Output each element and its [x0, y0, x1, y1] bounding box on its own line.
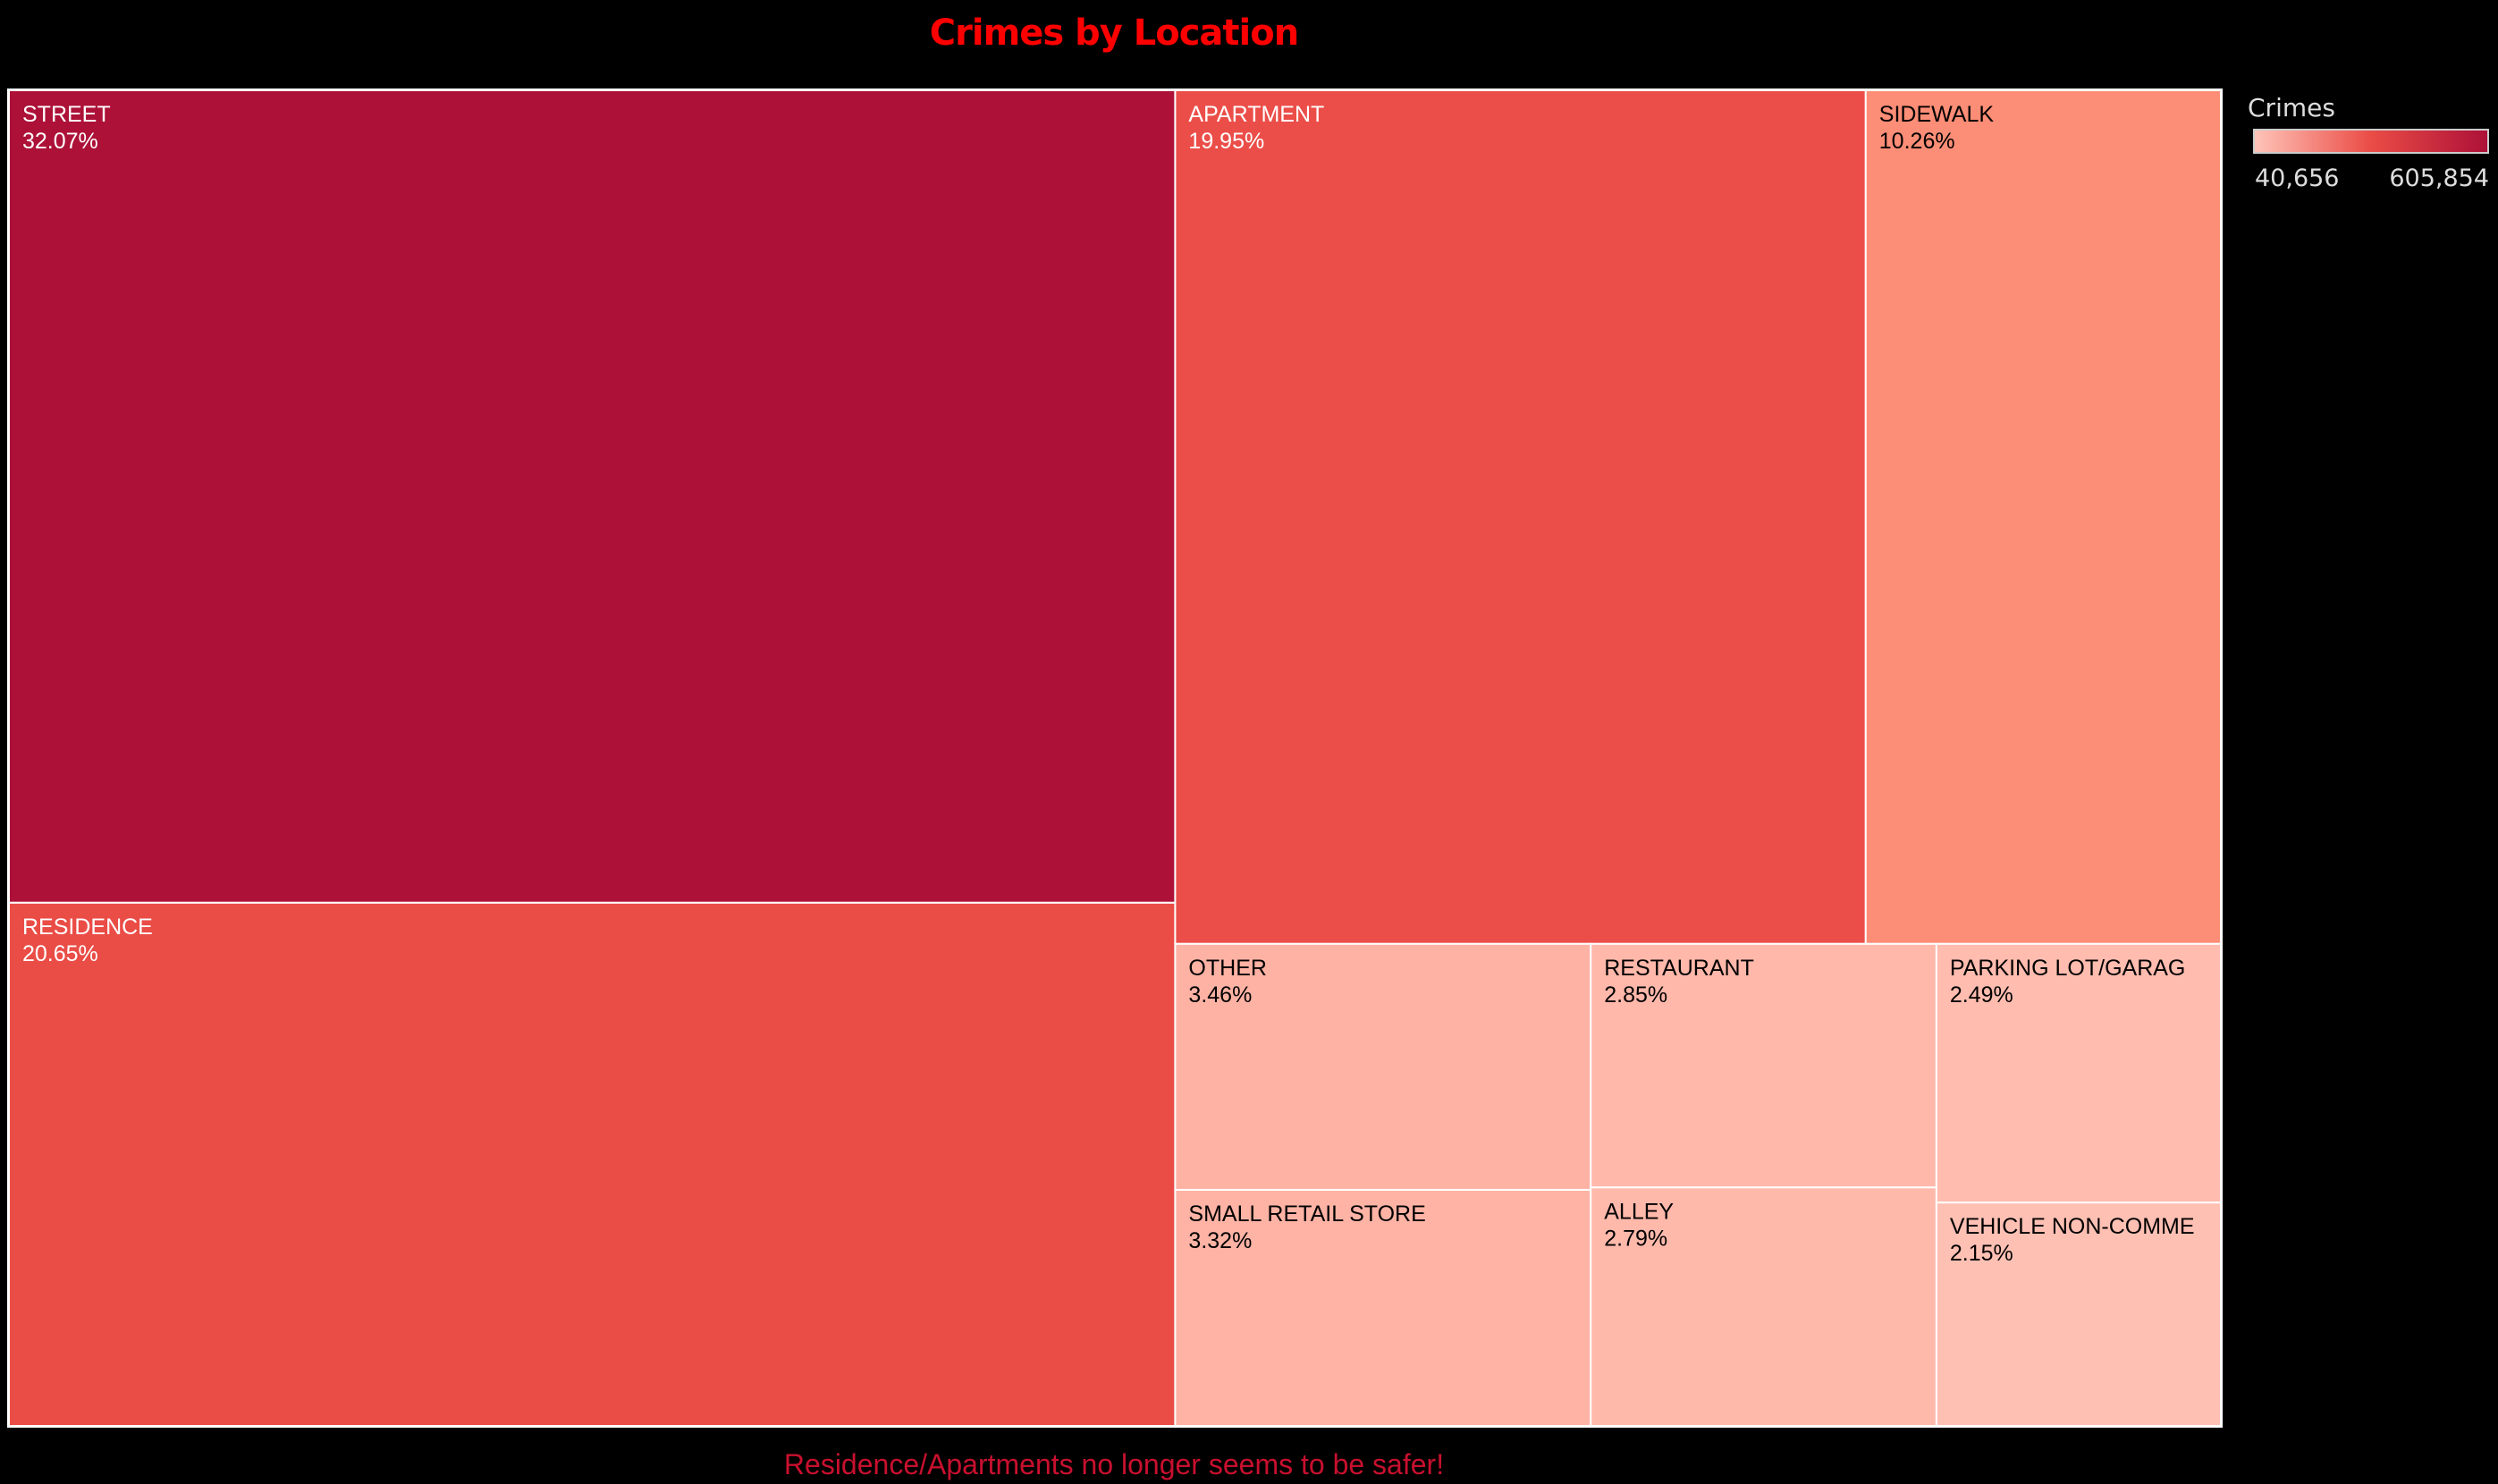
legend-max-label: 605,854	[2389, 164, 2489, 192]
tile-rect-apartment[interactable]	[1174, 89, 1867, 945]
tile-rect-vehicle-non-comme[interactable]	[1935, 1202, 2222, 1428]
tile-share-restaurant: 2.85%	[1604, 982, 1667, 1008]
chart-caption: Residence/Apartments no longer seems to …	[783, 1448, 1445, 1480]
tile-label-vehicle-non-comme: VEHICLE NON-COMME	[1950, 1214, 2195, 1239]
tile-label-street: STREET	[22, 102, 111, 127]
tile-label-residence: RESIDENCE	[22, 915, 153, 940]
tile-rect-alley[interactable]	[1590, 1186, 1937, 1428]
legend-min-label: 40,656	[2255, 164, 2340, 192]
tile-share-alley: 2.79%	[1604, 1226, 1667, 1251]
tile-share-residence: 20.65%	[22, 941, 98, 966]
legend-title: Crimes	[2248, 93, 2335, 122]
tile-share-small-retail-store: 3.32%	[1188, 1228, 1252, 1253]
tile-rect-street[interactable]	[8, 89, 1177, 904]
tile-label-parking-lot-garag: PARKING LOT/GARAG	[1950, 956, 2185, 981]
tile-rect-restaurant[interactable]	[1590, 942, 1937, 1189]
tile-label-small-retail-store: SMALL RETAIL STORE	[1188, 1202, 1425, 1227]
tile-rect-parking-lot-garag[interactable]	[1935, 942, 2222, 1204]
tile-share-apartment: 19.95%	[1188, 129, 1264, 154]
tile-label-other: OTHER	[1188, 956, 1267, 981]
tile-share-vehicle-non-comme: 2.15%	[1950, 1241, 2013, 1266]
tile-label-restaurant: RESTAURANT	[1604, 956, 1754, 981]
tile-label-sidewalk: SIDEWALK	[1879, 102, 1995, 127]
tile-label-alley: ALLEY	[1604, 1199, 1674, 1224]
chart-title: Crimes by Location	[929, 13, 1299, 54]
tile-share-other: 3.46%	[1188, 982, 1252, 1008]
tile-rect-other[interactable]	[1174, 942, 1592, 1191]
tile-rect-residence[interactable]	[8, 901, 1177, 1427]
tile-share-sidewalk: 10.26%	[1879, 129, 1955, 154]
tile-label-apartment: APARTMENT	[1188, 102, 1324, 127]
color-legend: Crimes 40,656 605,854	[2248, 89, 2489, 192]
tile-rect-sidewalk[interactable]	[1864, 89, 2222, 945]
tile-share-street: 32.07%	[22, 129, 98, 154]
tile-share-parking-lot-garag: 2.49%	[1950, 982, 2013, 1008]
legend-gradient-bar	[2253, 129, 2489, 154]
tile-rect-small-retail-store[interactable]	[1174, 1188, 1592, 1428]
